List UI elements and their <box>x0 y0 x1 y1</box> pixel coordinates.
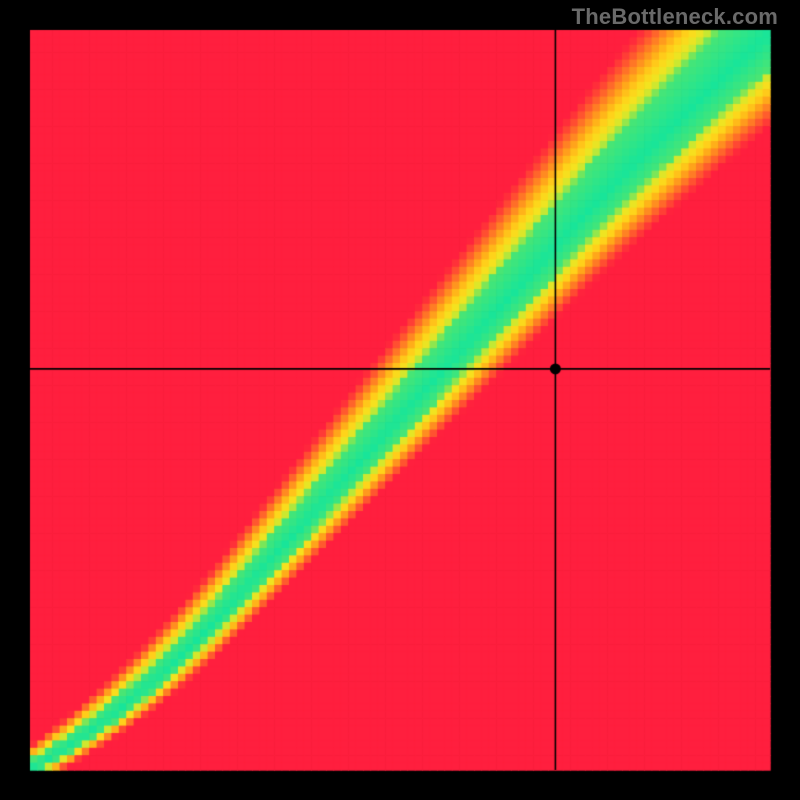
watermark-text: TheBottleneck.com <box>572 4 778 30</box>
bottleneck-heatmap <box>0 0 800 800</box>
